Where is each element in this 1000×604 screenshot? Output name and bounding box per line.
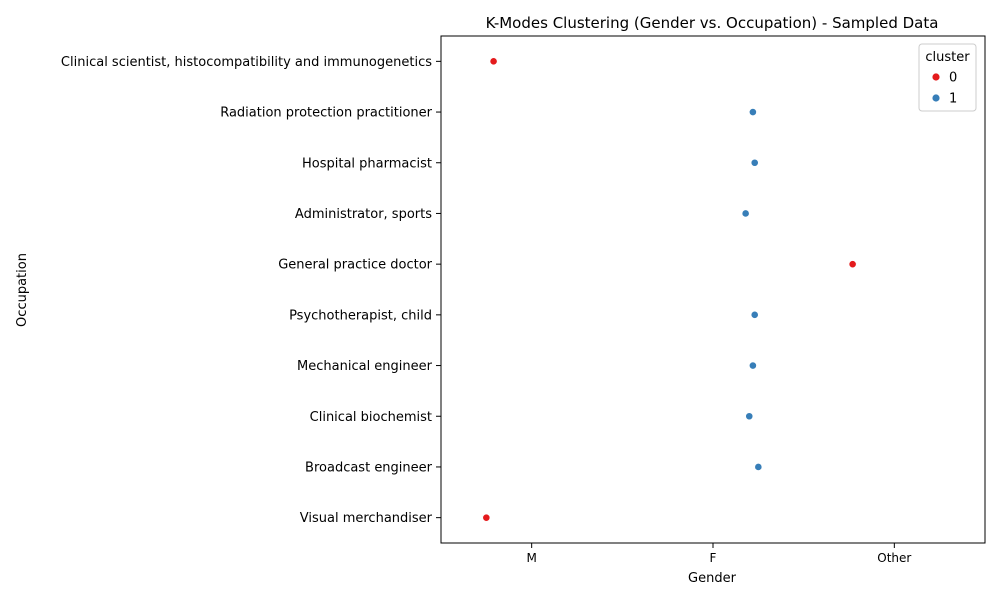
data-point-cluster-1 bbox=[750, 310, 759, 319]
data-point-cluster-1 bbox=[754, 463, 763, 471]
legend-box bbox=[918, 43, 977, 112]
data-point-cluster-1 bbox=[748, 108, 757, 116]
data-point-cluster-0 bbox=[489, 57, 498, 66]
x-tick-label: F bbox=[710, 551, 717, 565]
data-point-cluster-1 bbox=[741, 209, 750, 218]
data-point-cluster-1 bbox=[748, 361, 757, 370]
legend-title: cluster bbox=[925, 50, 970, 65]
y-tick-label: Mechanical engineer bbox=[297, 359, 433, 374]
plot-area: M F Other Clinical scientist, histocompatib… bbox=[61, 35, 986, 565]
legend-label-cluster-0: 0 bbox=[949, 71, 957, 86]
data-point-cluster-1 bbox=[750, 158, 759, 167]
y-tick-label: Clinical biochemist bbox=[310, 410, 432, 425]
y-tick-label: Clinical scientist, histocompatibility a… bbox=[61, 55, 432, 70]
x-tick-label: M bbox=[526, 551, 536, 565]
y-tick-label: Administrator, sports bbox=[295, 207, 432, 222]
x-axis-label: Gender bbox=[688, 571, 737, 586]
y-tick-label: Radiation protection practitioner bbox=[220, 106, 432, 121]
legend-label-cluster-1: 1 bbox=[949, 92, 957, 107]
y-axis-label: Occupation bbox=[15, 253, 30, 327]
data-point-cluster-1 bbox=[745, 412, 754, 421]
legend: cluster 0 1 bbox=[918, 43, 977, 112]
plot-frame bbox=[440, 35, 986, 544]
legend-marker-cluster-1 bbox=[932, 94, 940, 102]
x-tick-label: Other bbox=[877, 551, 911, 565]
data-point-cluster-0 bbox=[482, 513, 491, 522]
chart-title: K-Modes Clustering (Gender vs. Occupatio… bbox=[486, 14, 939, 32]
y-tick-label: Psychotherapist, child bbox=[289, 308, 432, 323]
data-point-cluster-0 bbox=[848, 260, 857, 269]
y-tick-label: General practice doctor bbox=[278, 258, 432, 273]
y-tick-label: Hospital pharmacist bbox=[302, 156, 432, 171]
y-tick-label: Broadcast engineer bbox=[305, 460, 433, 475]
y-tick-label: Visual merchandiser bbox=[300, 511, 433, 526]
legend-marker-cluster-0 bbox=[932, 73, 940, 81]
